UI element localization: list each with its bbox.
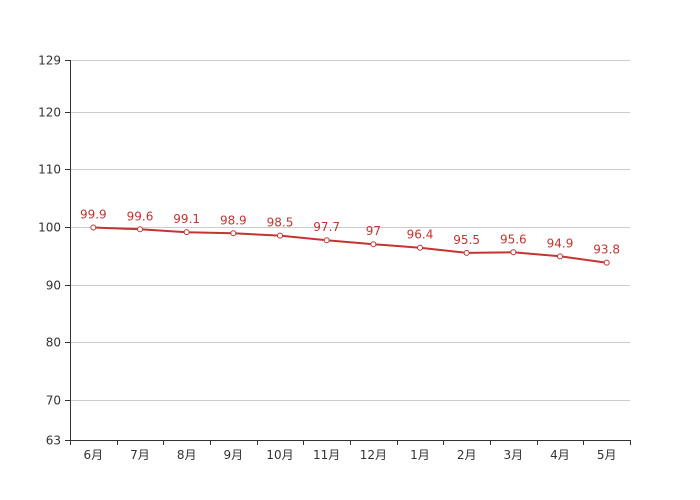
x-tick-label: 7月 bbox=[130, 448, 150, 462]
data-point[interactable] bbox=[323, 237, 330, 244]
data-label: 99.9 bbox=[80, 208, 107, 222]
data-point[interactable] bbox=[510, 249, 517, 256]
x-tick-label: 9月 bbox=[224, 448, 244, 462]
data-point[interactable] bbox=[603, 259, 610, 266]
y-tick-label: 90 bbox=[46, 279, 61, 293]
x-tick-label: 1月 bbox=[410, 448, 430, 462]
data-point[interactable] bbox=[277, 232, 283, 239]
x-tick-label: 8月 bbox=[177, 448, 197, 462]
data-label: 94.9 bbox=[547, 236, 574, 250]
x-tick-label: 12月 bbox=[360, 448, 387, 462]
x-tick-label: 3月 bbox=[504, 448, 524, 462]
x-tick-label: 2月 bbox=[457, 448, 477, 462]
data-label: 99.6 bbox=[127, 209, 154, 223]
data-label: 93.8 bbox=[593, 243, 620, 257]
y-tick-label: 100 bbox=[38, 221, 61, 235]
x-tick-label: 6月 bbox=[84, 448, 104, 462]
y-tick-label: 63 bbox=[46, 434, 61, 448]
data-point[interactable] bbox=[463, 249, 470, 256]
data-point[interactable] bbox=[137, 226, 143, 233]
y-tick-label: 110 bbox=[38, 163, 61, 177]
data-label: 97.7 bbox=[313, 220, 340, 234]
y-axis-tick-labels: 63 70 80 90 100 110 120 129 bbox=[38, 54, 61, 448]
y-tick-label: 80 bbox=[46, 336, 61, 350]
y-tick-label: 120 bbox=[38, 106, 61, 120]
x-tick-label: 11月 bbox=[313, 448, 340, 462]
data-label: 98.5 bbox=[267, 216, 294, 230]
data-labels: 99.9 99.6 99.1 98.9 98.5 97.7 97 96.4 95.5 95.6 94… bbox=[80, 208, 620, 257]
data-point[interactable] bbox=[90, 224, 97, 231]
data-label: 97 bbox=[366, 224, 381, 238]
x-tick-label: 5月 bbox=[597, 448, 617, 462]
data-point[interactable] bbox=[183, 229, 190, 236]
y-tick-label: 129 bbox=[38, 54, 61, 68]
data-label: 95.6 bbox=[500, 232, 527, 246]
grid-lines bbox=[70, 60, 630, 401]
data-point[interactable] bbox=[417, 244, 423, 251]
data-label: 98.9 bbox=[220, 213, 247, 227]
series-group bbox=[90, 224, 610, 266]
data-label: 96.4 bbox=[407, 228, 434, 242]
data-point[interactable] bbox=[370, 241, 377, 248]
x-tick-label: 10月 bbox=[266, 448, 293, 462]
y-tick-label: 70 bbox=[46, 394, 61, 408]
series-line bbox=[93, 226, 607, 264]
x-axis-tick-labels: 6月 7月 8月 9月 10月 11月 12月 1月 2月 3月 4月 5月 bbox=[84, 448, 617, 462]
data-point[interactable] bbox=[557, 253, 563, 260]
x-tick-label: 4月 bbox=[550, 448, 570, 462]
data-label: 99.1 bbox=[173, 212, 200, 226]
data-label: 95.5 bbox=[453, 233, 480, 247]
axes bbox=[65, 60, 631, 445]
data-point[interactable] bbox=[230, 230, 237, 237]
